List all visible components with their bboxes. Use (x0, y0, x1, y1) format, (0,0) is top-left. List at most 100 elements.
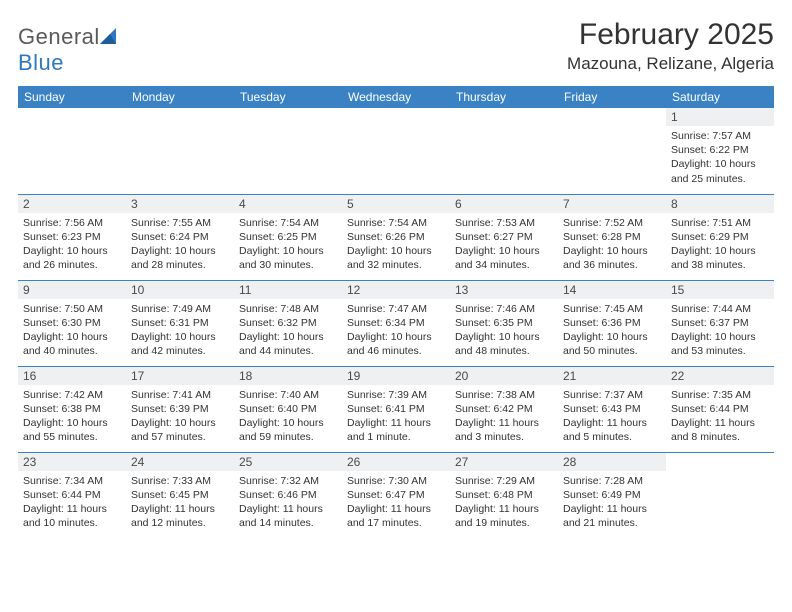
day-header: Sunday (18, 86, 126, 108)
sunset-text: Sunset: 6:26 PM (347, 230, 445, 244)
day-header: Saturday (666, 86, 774, 108)
day-content: Sunrise: 7:48 AMSunset: 6:32 PMDaylight:… (234, 299, 342, 363)
sunrise-text: Sunrise: 7:54 AM (239, 216, 337, 230)
day-number: 26 (342, 453, 450, 471)
calendar-cell: 9Sunrise: 7:50 AMSunset: 6:30 PMDaylight… (18, 280, 126, 366)
sunrise-text: Sunrise: 7:29 AM (455, 474, 553, 488)
calendar-cell: 11Sunrise: 7:48 AMSunset: 6:32 PMDayligh… (234, 280, 342, 366)
daylight-text: Daylight: 11 hours and 1 minute. (347, 416, 445, 444)
daylight-text: Daylight: 10 hours and 40 minutes. (23, 330, 121, 358)
day-content: Sunrise: 7:38 AMSunset: 6:42 PMDaylight:… (450, 385, 558, 449)
sunset-text: Sunset: 6:43 PM (563, 402, 661, 416)
calendar-cell: 24Sunrise: 7:33 AMSunset: 6:45 PMDayligh… (126, 452, 234, 538)
day-number: 13 (450, 281, 558, 299)
sunset-text: Sunset: 6:29 PM (671, 230, 769, 244)
daylight-text: Daylight: 11 hours and 5 minutes. (563, 416, 661, 444)
sunset-text: Sunset: 6:48 PM (455, 488, 553, 502)
calendar-cell: 25Sunrise: 7:32 AMSunset: 6:46 PMDayligh… (234, 452, 342, 538)
sunset-text: Sunset: 6:44 PM (23, 488, 121, 502)
calendar-cell (558, 108, 666, 194)
sunrise-text: Sunrise: 7:50 AM (23, 302, 121, 316)
calendar-cell: 6Sunrise: 7:53 AMSunset: 6:27 PMDaylight… (450, 194, 558, 280)
day-number: 23 (18, 453, 126, 471)
day-number: 10 (126, 281, 234, 299)
location: Mazouna, Relizane, Algeria (567, 54, 774, 74)
day-content: Sunrise: 7:29 AMSunset: 6:48 PMDaylight:… (450, 471, 558, 535)
daylight-text: Daylight: 10 hours and 50 minutes. (563, 330, 661, 358)
calendar-cell: 23Sunrise: 7:34 AMSunset: 6:44 PMDayligh… (18, 452, 126, 538)
sunrise-text: Sunrise: 7:38 AM (455, 388, 553, 402)
sunrise-text: Sunrise: 7:55 AM (131, 216, 229, 230)
day-content: Sunrise: 7:28 AMSunset: 6:49 PMDaylight:… (558, 471, 666, 535)
sunrise-text: Sunrise: 7:28 AM (563, 474, 661, 488)
calendar-cell: 3Sunrise: 7:55 AMSunset: 6:24 PMDaylight… (126, 194, 234, 280)
day-content: Sunrise: 7:50 AMSunset: 6:30 PMDaylight:… (18, 299, 126, 363)
daylight-text: Daylight: 10 hours and 28 minutes. (131, 244, 229, 272)
daylight-text: Daylight: 10 hours and 38 minutes. (671, 244, 769, 272)
calendar-cell: 27Sunrise: 7:29 AMSunset: 6:48 PMDayligh… (450, 452, 558, 538)
title-block: February 2025 Mazouna, Relizane, Algeria (567, 18, 774, 74)
calendar-cell (126, 108, 234, 194)
day-number: 28 (558, 453, 666, 471)
calendar-cell: 19Sunrise: 7:39 AMSunset: 6:41 PMDayligh… (342, 366, 450, 452)
sunset-text: Sunset: 6:31 PM (131, 316, 229, 330)
day-content: Sunrise: 7:57 AMSunset: 6:22 PMDaylight:… (666, 126, 774, 190)
sunrise-text: Sunrise: 7:52 AM (563, 216, 661, 230)
daylight-text: Daylight: 10 hours and 48 minutes. (455, 330, 553, 358)
calendar-cell: 14Sunrise: 7:45 AMSunset: 6:36 PMDayligh… (558, 280, 666, 366)
header: General Blue February 2025 Mazouna, Reli… (18, 18, 774, 76)
day-number: 3 (126, 195, 234, 213)
calendar-cell: 26Sunrise: 7:30 AMSunset: 6:47 PMDayligh… (342, 452, 450, 538)
day-number: 21 (558, 367, 666, 385)
sunset-text: Sunset: 6:22 PM (671, 143, 769, 157)
calendar-table: Sunday Monday Tuesday Wednesday Thursday… (18, 86, 774, 538)
sunset-text: Sunset: 6:46 PM (239, 488, 337, 502)
day-content: Sunrise: 7:39 AMSunset: 6:41 PMDaylight:… (342, 385, 450, 449)
daylight-text: Daylight: 11 hours and 10 minutes. (23, 502, 121, 530)
calendar-cell: 13Sunrise: 7:46 AMSunset: 6:35 PMDayligh… (450, 280, 558, 366)
logo-text-part2: Blue (18, 50, 64, 75)
day-number: 2 (18, 195, 126, 213)
day-content: Sunrise: 7:54 AMSunset: 6:25 PMDaylight:… (234, 213, 342, 277)
calendar-cell: 2Sunrise: 7:56 AMSunset: 6:23 PMDaylight… (18, 194, 126, 280)
daylight-text: Daylight: 10 hours and 36 minutes. (563, 244, 661, 272)
day-number: 24 (126, 453, 234, 471)
day-content: Sunrise: 7:54 AMSunset: 6:26 PMDaylight:… (342, 213, 450, 277)
calendar-cell: 21Sunrise: 7:37 AMSunset: 6:43 PMDayligh… (558, 366, 666, 452)
logo: General Blue (18, 18, 120, 76)
sunset-text: Sunset: 6:49 PM (563, 488, 661, 502)
daylight-text: Daylight: 10 hours and 25 minutes. (671, 157, 769, 185)
calendar-cell (234, 108, 342, 194)
day-number: 19 (342, 367, 450, 385)
calendar-row: 16Sunrise: 7:42 AMSunset: 6:38 PMDayligh… (18, 366, 774, 452)
daylight-text: Daylight: 11 hours and 3 minutes. (455, 416, 553, 444)
daylight-text: Daylight: 11 hours and 19 minutes. (455, 502, 553, 530)
sunrise-text: Sunrise: 7:37 AM (563, 388, 661, 402)
daylight-text: Daylight: 10 hours and 46 minutes. (347, 330, 445, 358)
sunrise-text: Sunrise: 7:33 AM (131, 474, 229, 488)
sunset-text: Sunset: 6:42 PM (455, 402, 553, 416)
sunrise-text: Sunrise: 7:32 AM (239, 474, 337, 488)
logo-sail-icon (100, 24, 120, 50)
day-content: Sunrise: 7:35 AMSunset: 6:44 PMDaylight:… (666, 385, 774, 449)
daylight-text: Daylight: 10 hours and 55 minutes. (23, 416, 121, 444)
calendar-cell (18, 108, 126, 194)
day-number: 6 (450, 195, 558, 213)
sunset-text: Sunset: 6:38 PM (23, 402, 121, 416)
day-header: Wednesday (342, 86, 450, 108)
day-number: 20 (450, 367, 558, 385)
calendar-cell: 8Sunrise: 7:51 AMSunset: 6:29 PMDaylight… (666, 194, 774, 280)
day-content: Sunrise: 7:51 AMSunset: 6:29 PMDaylight:… (666, 213, 774, 277)
calendar-cell: 20Sunrise: 7:38 AMSunset: 6:42 PMDayligh… (450, 366, 558, 452)
daylight-text: Daylight: 10 hours and 42 minutes. (131, 330, 229, 358)
day-number: 25 (234, 453, 342, 471)
day-content: Sunrise: 7:37 AMSunset: 6:43 PMDaylight:… (558, 385, 666, 449)
daylight-text: Daylight: 11 hours and 17 minutes. (347, 502, 445, 530)
day-number: 22 (666, 367, 774, 385)
sunrise-text: Sunrise: 7:41 AM (131, 388, 229, 402)
sunrise-text: Sunrise: 7:39 AM (347, 388, 445, 402)
sunset-text: Sunset: 6:32 PM (239, 316, 337, 330)
calendar-row: 9Sunrise: 7:50 AMSunset: 6:30 PMDaylight… (18, 280, 774, 366)
day-header: Friday (558, 86, 666, 108)
calendar-cell: 16Sunrise: 7:42 AMSunset: 6:38 PMDayligh… (18, 366, 126, 452)
